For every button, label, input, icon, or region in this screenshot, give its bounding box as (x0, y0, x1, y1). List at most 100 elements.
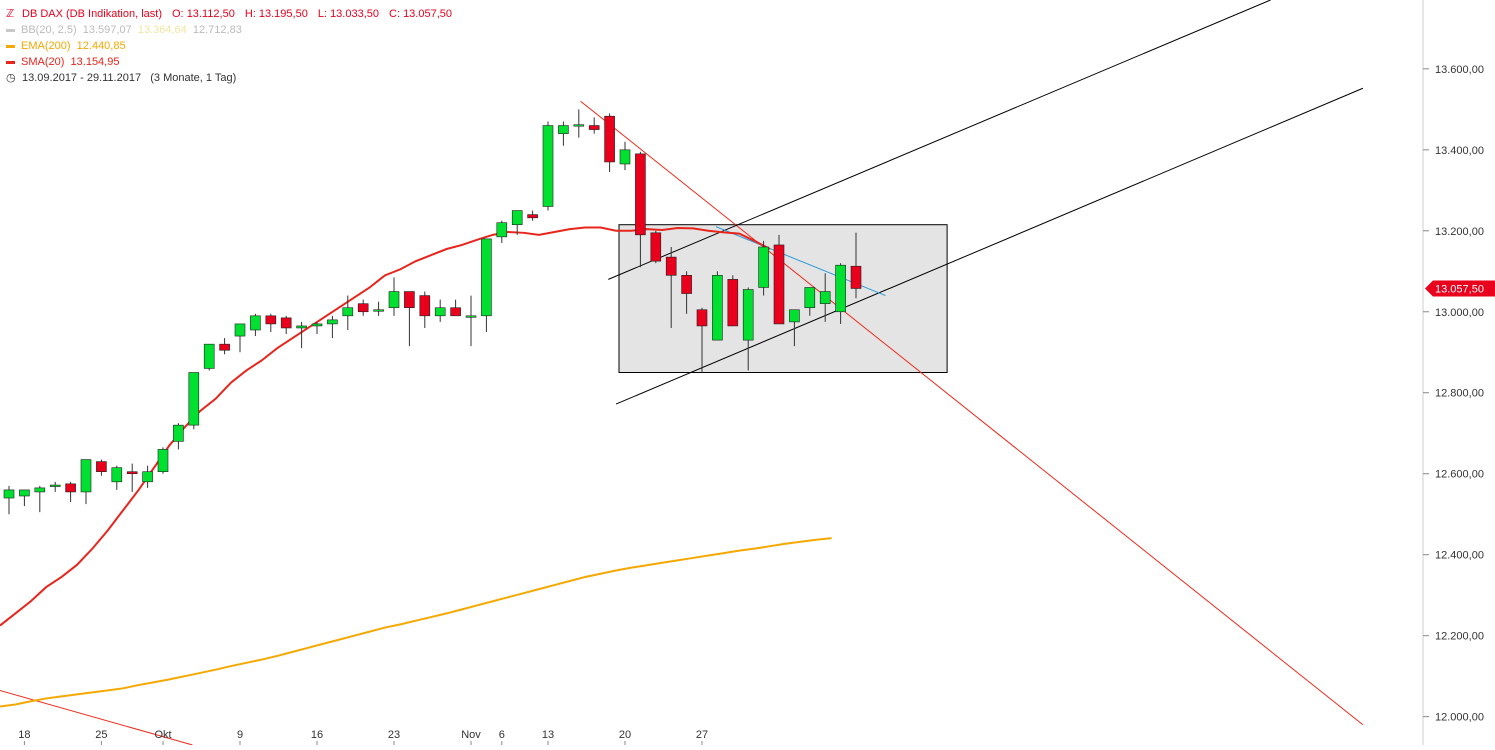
sma-value: 13.154,95 (70, 56, 120, 68)
legend-bb-row: BB(20, 2.5) 13.597,07 13.364,64 12.712,8… (6, 22, 452, 38)
price-tag (1425, 280, 1495, 297)
candle-body (511, 210, 523, 226)
candle-body (265, 315, 277, 325)
candle-body (650, 232, 662, 262)
candle-body (665, 256, 677, 276)
lower-channel-line (615, 87, 1364, 405)
candle-body (188, 372, 200, 426)
y-tick-label: 12.800,00 (1435, 388, 1484, 400)
candle-body (250, 315, 261, 331)
y-tick-label: 12.200,00 (1435, 631, 1484, 643)
clock-icon: ◷ (6, 72, 16, 84)
candle-body (727, 279, 739, 327)
candle-body (527, 214, 538, 219)
candle-body (465, 315, 477, 318)
x-tick-label: Nov (461, 729, 481, 741)
candle-body (3, 489, 15, 499)
candle-body (434, 307, 446, 317)
candle-body (742, 289, 754, 341)
candle-body (573, 124, 585, 127)
y-tick-label: 12.600,00 (1435, 469, 1484, 481)
price-tag-label: 13.057,50 (1435, 283, 1484, 295)
y-tick-label: 13.000,00 (1435, 307, 1484, 319)
y-tick-label: 13.600,00 (1435, 64, 1484, 76)
open-value: 13.112,50 (186, 8, 235, 20)
x-tick-label: 16 (311, 729, 323, 741)
instrument-title: DB DAX (DB Indikation, last) (22, 8, 162, 20)
candle-body (34, 487, 46, 493)
candle-body (142, 471, 153, 483)
legend-sma-row: SMA(20) 13.154,95 (6, 54, 452, 70)
candle-body (311, 323, 323, 327)
x-tick-label: 9 (237, 729, 243, 741)
candle-body (789, 309, 800, 323)
y-tick-label: 12.400,00 (1435, 550, 1484, 562)
candle-body (588, 125, 600, 130)
chart-type-icon: ℤ (6, 8, 15, 20)
legend-title-row: ℤ DB DAX (DB Indikation, last) O: 13.112… (6, 6, 452, 22)
x-tick-label: 20 (619, 729, 631, 741)
candle-body (758, 246, 769, 288)
date-range: 13.09.2017 - 29.11.2017 (22, 72, 142, 84)
ema-label: EMA(200) (21, 40, 71, 52)
candle-body (773, 244, 785, 325)
candle-body (342, 307, 354, 317)
candle-body (542, 125, 554, 207)
candle-body (219, 343, 230, 351)
bb-mid-value: 13.364,64 (137, 24, 187, 36)
low-label: L: (317, 8, 327, 20)
close-label: C: (389, 8, 400, 20)
open-label: O: (172, 8, 184, 20)
candle-body (373, 309, 384, 312)
high-value: 13.195,50 (258, 8, 308, 20)
x-tick-label: Okt (154, 729, 171, 741)
high-label: H: (244, 8, 256, 20)
x-tick-label: 13 (542, 729, 554, 741)
candle-body (619, 149, 631, 165)
candle-body (496, 222, 508, 238)
x-tick-label: 27 (696, 729, 708, 741)
candle-body (327, 319, 338, 325)
legend-range-row: ◷ 13.09.2017 - 29.11.2017 (3 Monate, 1 T… (6, 70, 452, 86)
candle-body (173, 424, 184, 442)
candle-body (65, 483, 76, 493)
candle-body (712, 275, 723, 341)
bb-lower-value: 12.712,83 (192, 24, 242, 36)
candle-body (203, 343, 215, 369)
chart-legend: ℤ DB DAX (DB Indikation, last) O: 13.112… (6, 6, 452, 86)
candle-body (696, 309, 708, 327)
ema-value: 12.440,85 (76, 40, 126, 52)
candle-body (819, 291, 831, 304)
y-tick-label: 13.400,00 (1435, 145, 1484, 157)
candle-body (111, 467, 123, 483)
candle-body (835, 264, 846, 313)
bb-upper-value: 13.597,07 (82, 24, 132, 36)
sma-swatch (6, 60, 15, 64)
x-tick-label: 18 (18, 729, 30, 741)
bb-label: BB(20, 2.5) (21, 24, 77, 36)
candle-body (681, 275, 692, 294)
sma-label: SMA(20) (21, 56, 65, 68)
red-downtrend-line (580, 100, 1364, 726)
candle-body (481, 238, 492, 317)
candle-body (96, 461, 107, 472)
candle-body (234, 323, 246, 337)
candle-body (296, 325, 307, 329)
y-tick-label: 12.000,00 (1435, 712, 1484, 724)
x-tick-label: 6 (499, 729, 505, 741)
candle-body (19, 489, 30, 497)
x-tick-label: 23 (388, 729, 400, 741)
candle-body (635, 153, 646, 236)
candle-body (419, 295, 431, 317)
candle-body (404, 291, 415, 309)
candle-body (388, 291, 400, 309)
y-tick-label: 13.200,00 (1435, 226, 1484, 238)
close-value: 13.057,50 (403, 8, 452, 20)
low-value: 13.033,50 (330, 8, 379, 20)
ema-swatch (6, 44, 15, 48)
period-text: (3 Monate, 1 Tag) (150, 72, 237, 84)
candle-body (357, 303, 369, 313)
x-tick-label: 25 (95, 729, 107, 741)
